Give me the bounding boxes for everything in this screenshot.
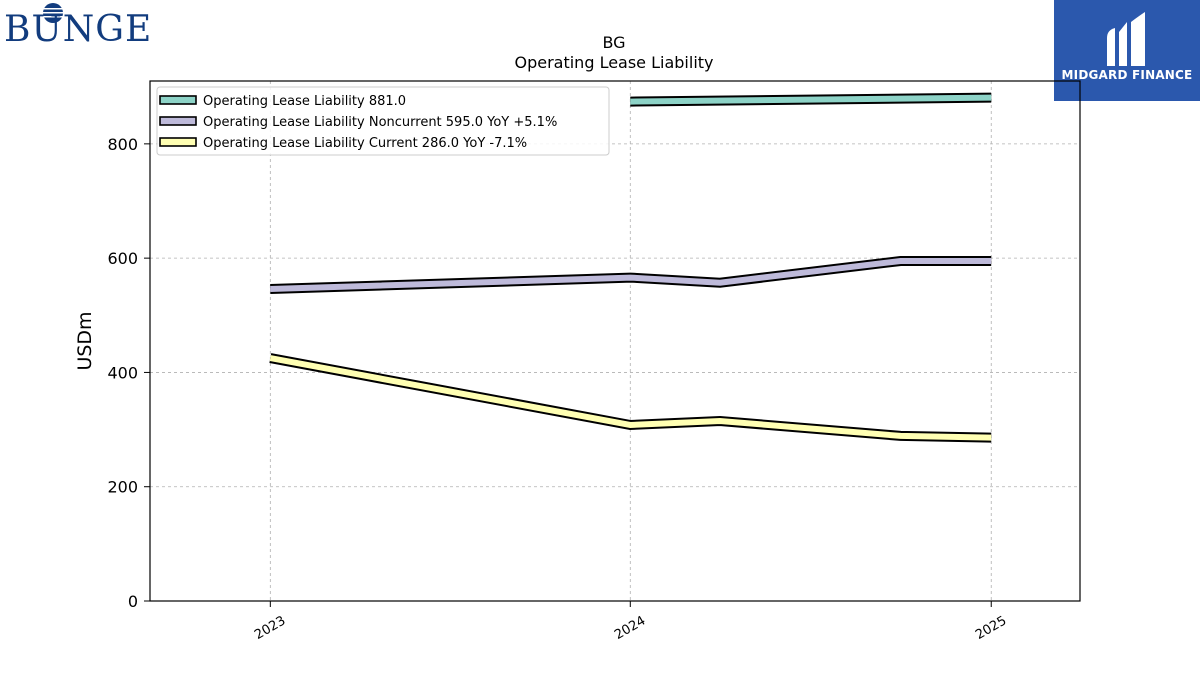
bunge-logo-text: BUNGE bbox=[4, 9, 153, 50]
midgard-logo-text: MIDGARD FINANCE bbox=[1061, 68, 1193, 82]
legend-box bbox=[156, 86, 610, 156]
series-line-noncurrent bbox=[270, 258, 992, 292]
chart-title: BG bbox=[602, 33, 625, 52]
y-tick-label: 600 bbox=[107, 249, 138, 268]
midgard-finance-logo: MIDGARD FINANCE bbox=[1054, 0, 1200, 101]
legend-label-current: Operating Lease Liability Current 286.0 … bbox=[203, 136, 527, 151]
series-line-total bbox=[630, 94, 992, 105]
series-line-current bbox=[269, 355, 992, 441]
legend-swatch-noncurrent bbox=[159, 116, 197, 126]
legend-swatch-current bbox=[159, 137, 197, 147]
x-tick-label: 2025 bbox=[973, 613, 1009, 643]
y-tick-label: 800 bbox=[107, 135, 138, 154]
y-tick-label: 0 bbox=[128, 592, 138, 611]
bunge-globe-icon bbox=[41, 3, 65, 23]
plot-frame bbox=[149, 80, 1081, 602]
bunge-logo: BUNGE bbox=[4, 3, 176, 50]
y-tick-label: 200 bbox=[107, 478, 138, 497]
x-tick-label: 2024 bbox=[612, 613, 648, 643]
legend-swatch-total bbox=[159, 95, 197, 105]
y-tick-label: 400 bbox=[107, 363, 138, 382]
midgard-monogram-icon bbox=[1107, 12, 1145, 66]
chart-subtitle: Operating Lease Liability bbox=[514, 53, 713, 72]
legend-label-noncurrent: Operating Lease Liability Noncurrent 595… bbox=[203, 115, 557, 130]
x-tick-label: 2023 bbox=[252, 613, 288, 643]
legend-label-total: Operating Lease Liability 881.0 bbox=[203, 94, 406, 109]
y-axis-label: USDm bbox=[74, 311, 96, 370]
